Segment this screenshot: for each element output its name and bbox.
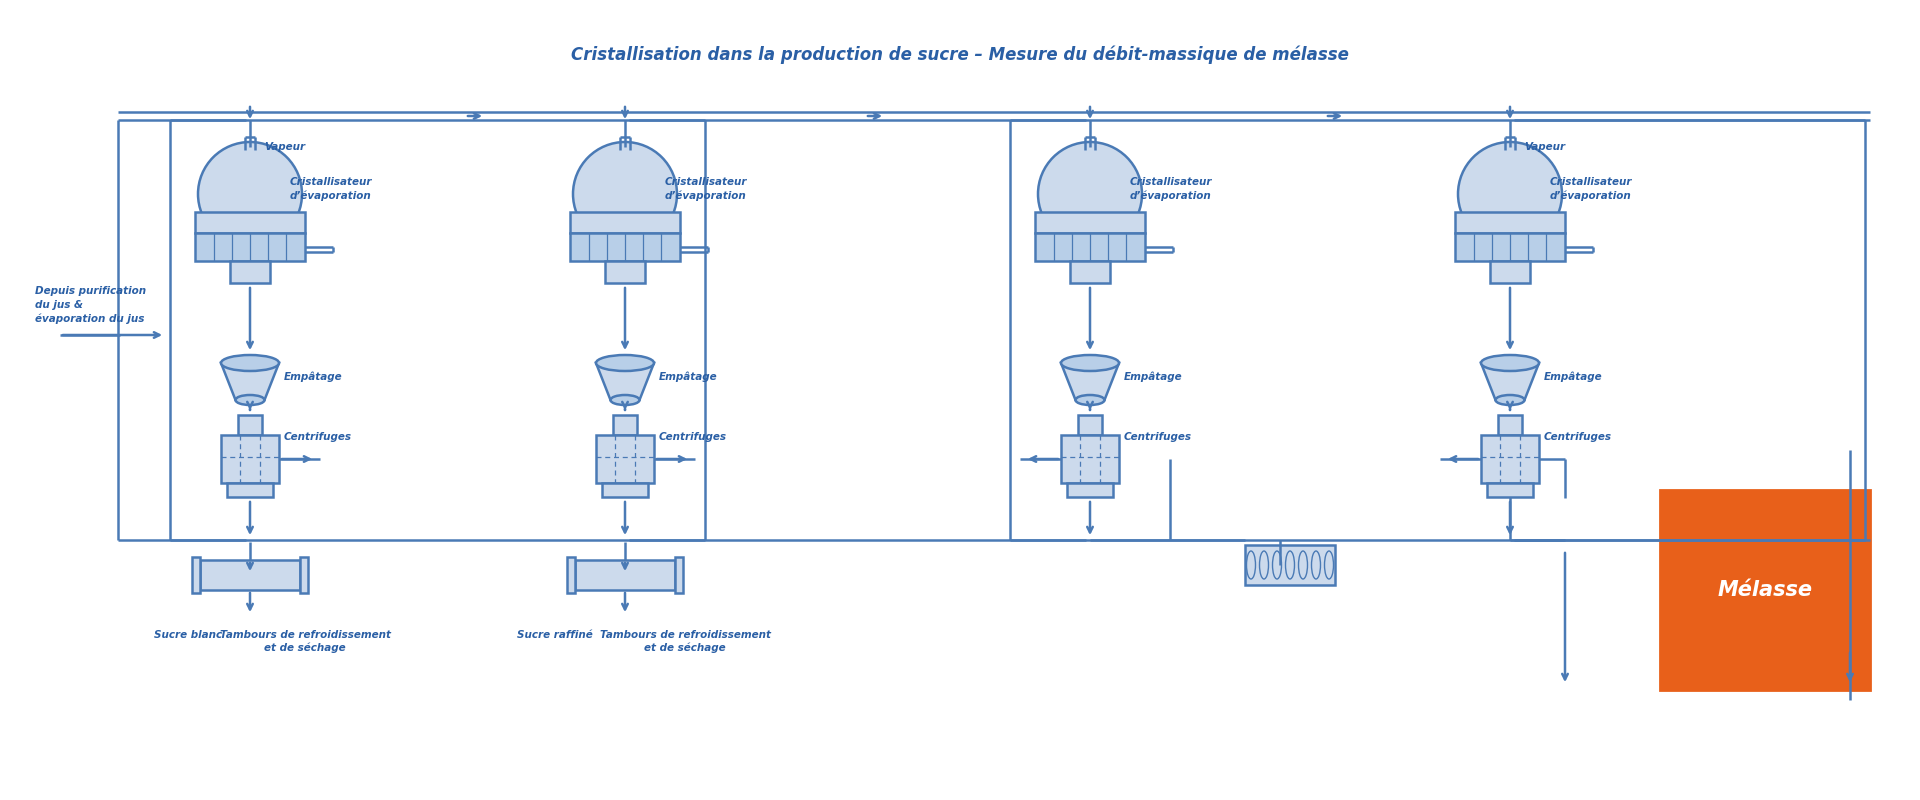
Bar bbox=[574, 560, 676, 590]
Bar bbox=[300, 557, 307, 593]
Ellipse shape bbox=[236, 395, 265, 405]
Text: Sucre blanc: Sucre blanc bbox=[154, 630, 223, 640]
Bar bbox=[1244, 545, 1334, 585]
Text: Cristallisateur
d’évaporation: Cristallisateur d’évaporation bbox=[1131, 178, 1213, 201]
Text: Centrifuges: Centrifuges bbox=[659, 432, 728, 442]
Bar bbox=[230, 261, 271, 283]
Ellipse shape bbox=[221, 355, 278, 371]
Text: Mélasse: Mélasse bbox=[1718, 580, 1812, 600]
Bar bbox=[603, 483, 649, 497]
Circle shape bbox=[1457, 142, 1563, 246]
Ellipse shape bbox=[1480, 355, 1540, 371]
Bar bbox=[221, 435, 278, 483]
Polygon shape bbox=[1480, 363, 1540, 400]
Text: Empâtage: Empâtage bbox=[1123, 372, 1183, 382]
Text: Vapeur: Vapeur bbox=[1524, 142, 1565, 152]
Bar bbox=[1077, 415, 1102, 435]
Bar bbox=[566, 557, 574, 593]
Bar bbox=[200, 560, 300, 590]
Polygon shape bbox=[221, 363, 278, 400]
Bar bbox=[570, 233, 680, 261]
Text: Cristallisateur
d’évaporation: Cristallisateur d’évaporation bbox=[664, 178, 747, 201]
Bar bbox=[192, 557, 200, 593]
Circle shape bbox=[1039, 142, 1142, 246]
Bar bbox=[1455, 212, 1565, 233]
Bar bbox=[1035, 233, 1144, 261]
Text: Centrifuges: Centrifuges bbox=[1544, 432, 1613, 442]
Ellipse shape bbox=[611, 395, 639, 405]
Bar bbox=[1069, 261, 1110, 283]
Ellipse shape bbox=[1075, 395, 1104, 405]
Text: Tambours de refroidissement
et de séchage: Tambours de refroidissement et de séchag… bbox=[599, 630, 770, 653]
Text: Cristallisateur
d’évaporation: Cristallisateur d’évaporation bbox=[1549, 178, 1632, 201]
Bar bbox=[1480, 435, 1540, 483]
Bar bbox=[605, 261, 645, 283]
Text: Cristallisateur
d’évaporation: Cristallisateur d’évaporation bbox=[290, 178, 372, 201]
Text: Empâtage: Empâtage bbox=[659, 372, 718, 382]
Text: Cristallisation dans la production de sucre – Mesure du débit-massique de mélass: Cristallisation dans la production de su… bbox=[570, 46, 1350, 64]
Circle shape bbox=[198, 142, 301, 246]
Bar bbox=[196, 233, 305, 261]
Bar bbox=[227, 483, 273, 497]
Ellipse shape bbox=[1062, 355, 1119, 371]
Bar bbox=[1490, 261, 1530, 283]
Polygon shape bbox=[1062, 363, 1119, 400]
Ellipse shape bbox=[1496, 395, 1524, 405]
Text: Vapeur: Vapeur bbox=[265, 142, 305, 152]
Bar bbox=[1498, 415, 1523, 435]
Bar bbox=[612, 415, 637, 435]
Circle shape bbox=[572, 142, 678, 246]
Bar bbox=[1068, 483, 1114, 497]
Bar bbox=[196, 212, 305, 233]
Bar bbox=[676, 557, 684, 593]
Bar bbox=[1455, 233, 1565, 261]
Polygon shape bbox=[595, 363, 655, 400]
Text: Tambours de refroidissement
et de séchage: Tambours de refroidissement et de séchag… bbox=[219, 630, 390, 653]
Bar bbox=[238, 415, 261, 435]
Text: Sucre raffiné: Sucre raffiné bbox=[516, 630, 593, 640]
Text: Centrifuges: Centrifuges bbox=[284, 432, 351, 442]
Text: Depuis purification
du jus &
évaporation du jus: Depuis purification du jus & évaporation… bbox=[35, 286, 146, 323]
Bar bbox=[1062, 435, 1119, 483]
Bar bbox=[1035, 212, 1144, 233]
Bar bbox=[570, 212, 680, 233]
Bar bbox=[595, 435, 655, 483]
Text: Empâtage: Empâtage bbox=[1544, 372, 1603, 382]
Ellipse shape bbox=[595, 355, 655, 371]
Bar bbox=[1486, 483, 1532, 497]
Bar bbox=[1661, 490, 1870, 690]
Text: Empâtage: Empâtage bbox=[284, 372, 342, 382]
Text: Centrifuges: Centrifuges bbox=[1123, 432, 1192, 442]
